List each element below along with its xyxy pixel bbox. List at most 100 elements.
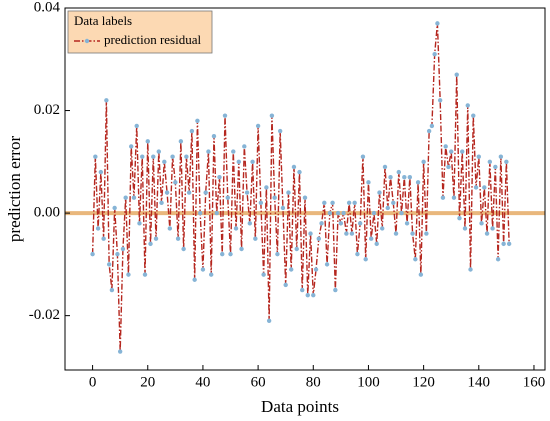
data-point	[482, 185, 487, 190]
data-point	[162, 159, 167, 165]
data-point	[435, 21, 440, 26]
data-point	[316, 236, 321, 241]
data-point	[460, 149, 465, 154]
y-tick-label: 0.00	[34, 205, 60, 221]
data-point	[374, 241, 379, 247]
y-tick-label: -0.02	[29, 307, 60, 323]
data-point	[170, 154, 175, 159]
data-point	[233, 226, 239, 231]
data-point	[413, 257, 418, 262]
data-point	[151, 154, 156, 159]
y-tick-label: 0.04	[34, 0, 61, 15]
data-point	[308, 231, 313, 236]
data-point	[289, 267, 294, 272]
data-point	[220, 251, 225, 257]
data-point	[255, 123, 261, 129]
x-tick-label: 0	[89, 374, 97, 390]
data-point	[214, 210, 219, 216]
data-point	[181, 246, 186, 252]
data-point	[203, 190, 208, 195]
data-point	[468, 267, 473, 272]
data-point	[269, 113, 275, 118]
data-point	[106, 262, 112, 267]
data-point	[357, 221, 363, 226]
data-point	[90, 251, 95, 257]
data-point	[112, 205, 117, 211]
data-point	[164, 190, 170, 195]
data-point	[264, 185, 269, 190]
data-point	[159, 200, 164, 206]
data-point	[426, 128, 432, 134]
data-point	[231, 149, 236, 154]
data-point	[322, 200, 327, 206]
data-point	[192, 277, 197, 282]
data-point	[104, 98, 109, 103]
data-point	[371, 210, 377, 216]
data-point	[302, 195, 308, 200]
data-point	[369, 236, 374, 241]
data-point	[330, 200, 335, 206]
data-point	[305, 292, 310, 298]
data-point	[338, 221, 344, 226]
data-point	[360, 154, 366, 159]
data-point	[391, 200, 396, 206]
data-point	[175, 236, 181, 241]
data-point	[443, 144, 448, 149]
data-point	[101, 236, 106, 241]
data-point	[134, 123, 139, 129]
data-point	[404, 221, 410, 226]
data-point	[451, 195, 457, 200]
data-point	[253, 236, 258, 241]
data-point	[457, 216, 462, 221]
data-point	[217, 175, 222, 180]
data-point	[493, 164, 498, 170]
data-point	[432, 51, 437, 57]
data-point	[244, 190, 250, 195]
data-point	[479, 221, 484, 226]
data-point	[465, 103, 470, 108]
data-point	[120, 246, 126, 252]
data-point	[297, 169, 302, 175]
data-point	[275, 251, 280, 257]
data-point	[145, 139, 150, 144]
data-point	[385, 205, 390, 211]
data-point	[156, 149, 161, 154]
data-point	[355, 251, 360, 257]
x-tick-label: 40	[195, 374, 210, 390]
data-point	[484, 231, 490, 236]
data-point	[189, 128, 195, 134]
legend-label: prediction residual	[104, 32, 201, 47]
data-point	[186, 190, 192, 195]
data-point	[93, 154, 98, 159]
data-point	[335, 210, 341, 216]
data-point	[153, 236, 159, 241]
data-point	[184, 154, 189, 159]
data-point	[277, 128, 283, 134]
data-point	[449, 149, 454, 154]
data-point	[167, 226, 173, 231]
x-tick-label: 120	[412, 374, 435, 390]
data-point	[487, 159, 493, 165]
x-axis-label: Data points	[261, 397, 339, 416]
x-tick-label: 100	[357, 374, 380, 390]
data-point	[300, 287, 305, 293]
data-point	[286, 190, 291, 195]
data-point	[349, 231, 355, 236]
series-line	[91, 23, 510, 352]
data-point	[437, 98, 443, 103]
data-point	[344, 231, 349, 236]
data-point	[228, 251, 233, 257]
data-point	[140, 154, 145, 159]
data-point	[402, 175, 407, 180]
data-point	[197, 210, 203, 216]
data-point	[388, 175, 393, 180]
data-point	[247, 221, 253, 226]
data-point	[222, 113, 228, 118]
data-point	[117, 349, 123, 354]
data-point	[396, 169, 401, 175]
x-tick-label: 80	[306, 374, 321, 390]
y-axis-label: prediction error	[5, 136, 24, 243]
data-point	[250, 159, 255, 165]
data-point	[126, 272, 131, 277]
